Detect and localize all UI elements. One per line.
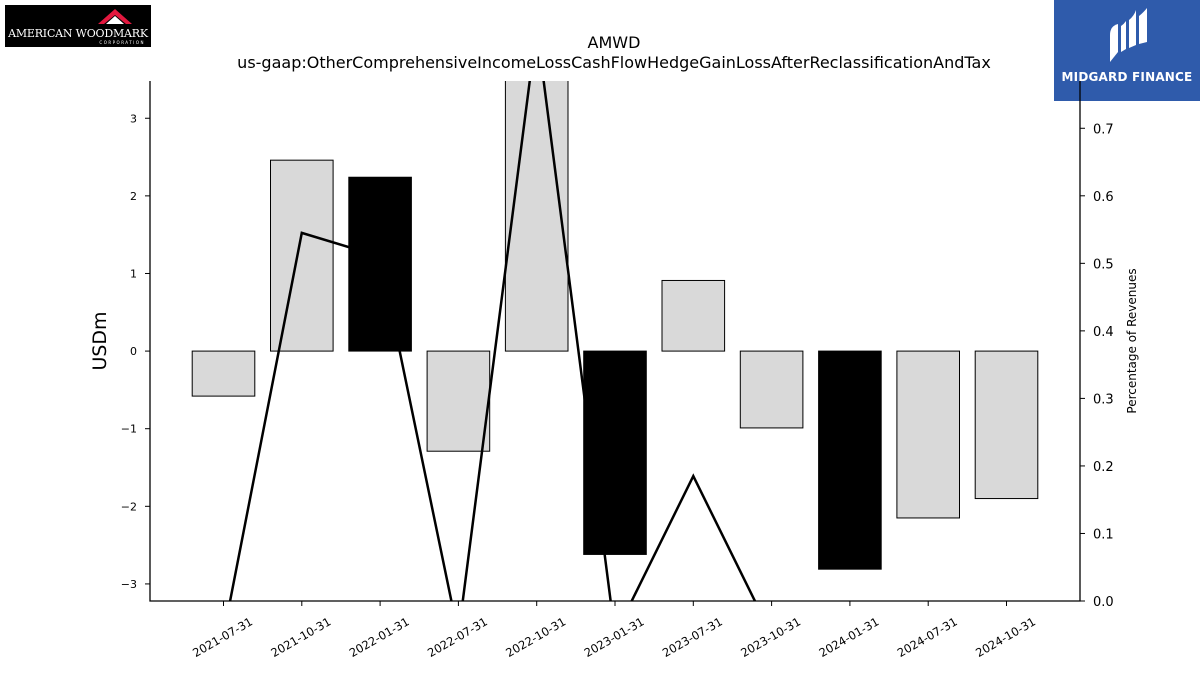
y2-tick-label: 0.3 bbox=[1093, 392, 1114, 407]
revenue-percentage-line bbox=[228, 81, 757, 601]
bar-2023-10-31 bbox=[739, 350, 804, 429]
x-tick-label: 2023-07-31 bbox=[660, 614, 725, 660]
y-tick-label: 2 bbox=[130, 190, 137, 203]
y-tick-label: 3 bbox=[130, 112, 137, 125]
y-axis-label: USDm bbox=[89, 311, 111, 370]
plot-area bbox=[191, 81, 1039, 601]
bar-2021-10-31 bbox=[270, 159, 334, 352]
y2-tick-label: 0.7 bbox=[1093, 122, 1114, 137]
roof-icon bbox=[98, 9, 132, 24]
chart-title: AMWD bbox=[588, 33, 641, 52]
midgard-finance-logo: MIDGARD FINANCE bbox=[1054, 0, 1200, 101]
chart-subtitle: us-gaap:OtherComprehensiveIncomeLossCash… bbox=[237, 53, 991, 72]
y2-tick-label: 0.0 bbox=[1093, 595, 1114, 610]
right-logo-text: MIDGARD FINANCE bbox=[1061, 70, 1193, 84]
midgard-mark-icon bbox=[1110, 8, 1147, 62]
y-tick-label: −3 bbox=[121, 578, 137, 591]
x-tick-label: 2021-07-31 bbox=[190, 614, 255, 660]
left-logo-subtext: CORPORATION bbox=[99, 40, 145, 45]
x-tick-label: 2023-10-31 bbox=[738, 614, 803, 660]
bar-2024-10-31 bbox=[974, 350, 1039, 500]
bar-2022-10-31 bbox=[504, 81, 569, 352]
bar-2022-01-31 bbox=[348, 176, 412, 352]
bar-2022-07-31 bbox=[426, 350, 491, 452]
x-tick-label: 2022-07-31 bbox=[425, 614, 490, 660]
bar-2024-01-31 bbox=[818, 350, 882, 570]
y2-tick-label: 0.6 bbox=[1093, 190, 1114, 205]
y-tick-label: 0 bbox=[130, 345, 137, 358]
y2-tick-label: 0.1 bbox=[1093, 527, 1114, 542]
y2-tick-label: 0.4 bbox=[1093, 325, 1114, 340]
bar-2023-07-31 bbox=[661, 279, 726, 352]
x-tick-label: 2023-01-31 bbox=[582, 614, 647, 660]
bar-2023-01-31 bbox=[583, 350, 647, 555]
bar-2024-07-31 bbox=[896, 350, 961, 519]
y-tick-label: −1 bbox=[121, 423, 137, 436]
x-tick-label: 2022-01-31 bbox=[347, 614, 412, 660]
y-tick-label: −2 bbox=[121, 500, 137, 513]
american-woodmark-logo: AMERICAN WOODMARK CORPORATION bbox=[5, 5, 151, 47]
x-tick-label: 2024-10-31 bbox=[973, 614, 1038, 660]
y2-tick-label: 0.2 bbox=[1093, 460, 1114, 475]
left-logo-text: AMERICAN WOODMARK bbox=[8, 27, 148, 40]
x-tick-label: 2024-01-31 bbox=[817, 614, 882, 660]
x-tick-label: 2021-10-31 bbox=[268, 614, 333, 660]
y2-tick-label: 0.5 bbox=[1093, 257, 1114, 272]
y2-axis-label: Percentage of Revenues bbox=[1125, 268, 1139, 413]
x-tick-label: 2024-07-31 bbox=[895, 614, 960, 660]
y-tick-label: 1 bbox=[130, 267, 137, 280]
x-tick-label: 2022-10-31 bbox=[503, 614, 568, 660]
bar-2021-07-31 bbox=[191, 350, 256, 397]
